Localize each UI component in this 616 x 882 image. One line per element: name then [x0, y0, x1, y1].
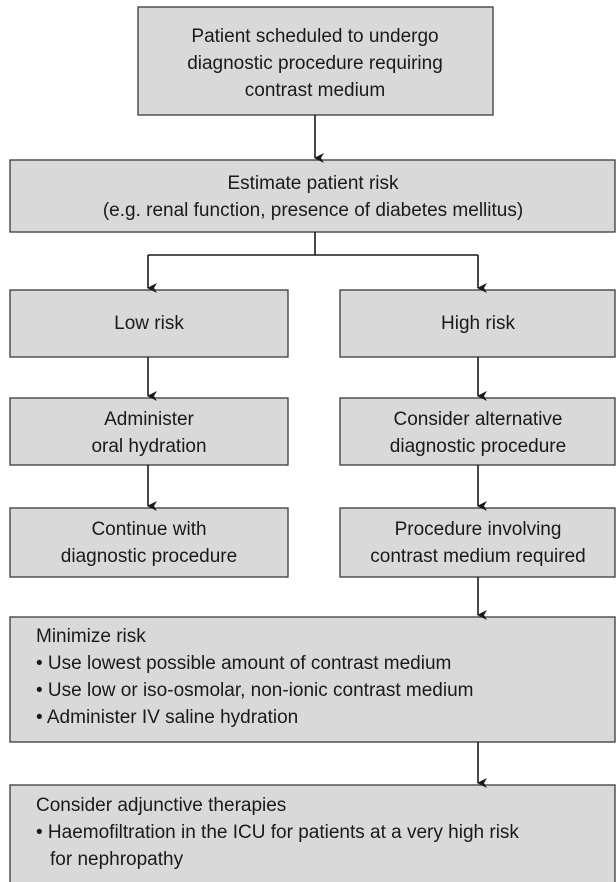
node-text: • Use low or iso-osmolar, non-ionic cont…	[36, 680, 473, 701]
node-text: • Use lowest possible amount of contrast…	[36, 653, 451, 674]
box	[9, 159, 616, 233]
box	[339, 397, 616, 466]
box	[9, 289, 289, 358]
node-text: oral hydration	[91, 436, 206, 457]
node-text: for nephropathy	[50, 849, 184, 870]
node-text: Consider adjunctive therapies	[36, 795, 286, 816]
box	[9, 784, 616, 882]
node-text: Minimize risk	[36, 626, 146, 647]
node-text: • Haemofiltration in the ICU for patient…	[36, 822, 519, 843]
node-text: Consider alternative	[394, 409, 563, 430]
node-text: Procedure involving	[395, 519, 562, 540]
node-text: contrast medium required	[370, 546, 585, 567]
node-text: Low risk	[114, 313, 184, 334]
box	[137, 6, 494, 116]
box	[9, 616, 616, 743]
node-text: Administer	[104, 409, 194, 430]
node-text: Continue with	[91, 519, 206, 540]
box	[9, 397, 289, 466]
box	[9, 507, 289, 578]
node-text: Estimate patient risk	[227, 173, 399, 194]
node-text: contrast medium	[245, 80, 385, 101]
node-text: diagnostic procedure requiring	[187, 53, 443, 74]
node-text: • Administer IV saline hydration	[36, 707, 298, 728]
node-text: diagnostic procedure	[390, 436, 566, 457]
node-text: Patient scheduled to undergo	[191, 26, 438, 47]
node-text: (e.g. renal function, presence of diabet…	[103, 200, 523, 221]
node-text: diagnostic procedure	[61, 546, 237, 567]
node-text: High risk	[441, 313, 515, 334]
